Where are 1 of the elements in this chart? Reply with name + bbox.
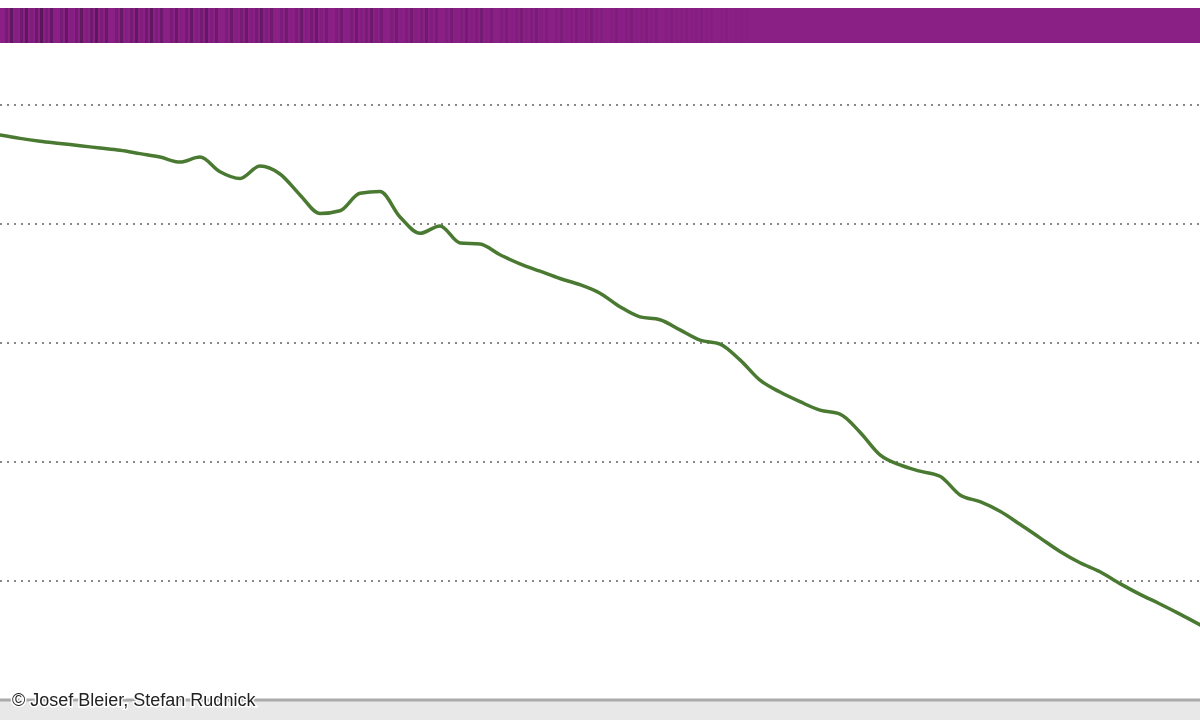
annotation: © Josef Bleier, Stefan Rudnick [12, 690, 257, 710]
